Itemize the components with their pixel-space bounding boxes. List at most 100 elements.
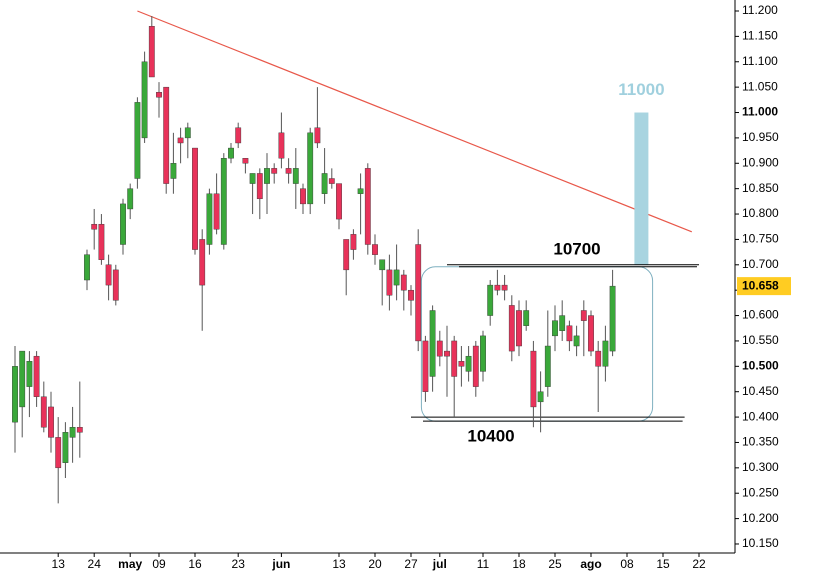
x-tick-label: 11 — [477, 557, 490, 571]
x-tick-label: 16 — [188, 557, 202, 571]
y-tick-label: 10.750 — [742, 232, 779, 246]
candle-body — [148, 26, 155, 78]
candle-body — [523, 310, 530, 326]
x-tick-label: 23 — [232, 557, 246, 571]
x-tick-label: may — [118, 557, 142, 571]
x-tick-label: 15 — [656, 557, 670, 571]
candle-body — [192, 147, 198, 250]
x-tick-label: 13 — [52, 557, 66, 571]
candle-body — [235, 127, 242, 144]
x-tick-label: 20 — [368, 557, 382, 571]
candle-body — [566, 325, 573, 342]
level-label: 10700 — [553, 239, 600, 258]
candle-body — [328, 178, 335, 184]
y-tick-label: 10.700 — [742, 257, 779, 271]
y-tick-label: 10.300 — [742, 460, 779, 474]
y-tick-label: 10.550 — [742, 333, 779, 347]
candle-body — [530, 350, 537, 408]
candle-body — [177, 137, 184, 144]
y-tick-label: 10.350 — [742, 435, 779, 449]
candle-body — [379, 259, 386, 271]
y-tick-label: 10.500 — [742, 358, 779, 372]
candle-body — [472, 345, 479, 387]
candle-body — [112, 269, 119, 301]
candle-body — [48, 406, 54, 438]
x-tick-label: 13 — [332, 557, 346, 571]
candle-body — [321, 173, 328, 194]
candle-body — [386, 269, 393, 296]
candle-body — [609, 285, 616, 352]
candle-body — [393, 269, 400, 286]
candle-body — [400, 274, 407, 291]
x-tick-label: 08 — [620, 557, 634, 571]
x-tick-label: 18 — [512, 557, 526, 571]
y-tick-label: 11.000 — [742, 105, 778, 119]
candle-body — [494, 284, 501, 291]
candle-body — [206, 193, 213, 245]
candle-body — [508, 305, 515, 352]
candle-body — [292, 168, 299, 184]
x-tick-label: 25 — [548, 557, 562, 571]
candle-body — [552, 320, 558, 337]
candle-body — [357, 188, 364, 194]
y-tick-label: 10.850 — [742, 181, 779, 195]
candle-body — [314, 127, 321, 144]
candle-body — [228, 147, 234, 159]
x-tick-label: jul — [432, 557, 447, 571]
candle-body — [544, 345, 551, 387]
y-tick-label: 10.400 — [742, 409, 779, 423]
candle-body — [91, 223, 98, 230]
candle-body — [458, 361, 465, 367]
x-tick-label: jun — [271, 557, 290, 571]
candle-body — [501, 284, 508, 291]
candle-body — [98, 223, 105, 260]
target-bar — [634, 112, 649, 265]
candle-body — [120, 203, 126, 245]
last-price-label: 10.658 — [742, 278, 779, 292]
candle-body — [127, 188, 134, 210]
candle-body — [444, 350, 450, 357]
candle-body — [163, 86, 170, 184]
candle-body — [516, 310, 522, 347]
candle-body — [69, 427, 76, 438]
x-tick-label: 09 — [152, 557, 166, 571]
candle-body — [537, 391, 544, 403]
y-tick-label: 11.150 — [742, 29, 778, 43]
candle-body — [487, 284, 494, 316]
candle-body — [170, 163, 177, 179]
y-tick-label: 11.200 — [742, 3, 778, 17]
candle-body — [62, 432, 69, 463]
candle-body — [242, 158, 249, 164]
target-label: 11000 — [618, 80, 664, 99]
candle-body — [12, 366, 18, 423]
y-tick-label: 10.900 — [742, 155, 779, 169]
candle-body — [602, 340, 609, 367]
candle-body — [213, 193, 220, 230]
trendline — [137, 10, 693, 233]
candle-body — [559, 315, 566, 331]
candle-body — [408, 289, 414, 301]
candle-body — [429, 310, 436, 377]
candle-body — [141, 61, 148, 139]
candle-body — [199, 239, 206, 286]
y-tick-label: 10.800 — [742, 206, 779, 220]
candle-body — [372, 244, 378, 255]
y-tick-label: 10.600 — [742, 308, 779, 322]
candle-body — [105, 264, 112, 286]
candle-body — [220, 158, 227, 245]
x-tick-label: 27 — [404, 557, 418, 571]
candle-body — [40, 396, 47, 428]
candle-body — [134, 102, 141, 179]
x-tick-label: ago — [580, 557, 601, 571]
candle-body — [285, 168, 292, 174]
candle-body — [451, 340, 458, 377]
candle-body — [76, 427, 83, 433]
x-tick-label: 22 — [692, 557, 706, 571]
candle-body — [415, 244, 422, 342]
y-tick-label: 10.150 — [742, 536, 779, 550]
candle-body — [278, 132, 285, 159]
candle-body — [595, 350, 602, 367]
candle-body — [336, 183, 342, 220]
candle-body — [422, 340, 429, 392]
